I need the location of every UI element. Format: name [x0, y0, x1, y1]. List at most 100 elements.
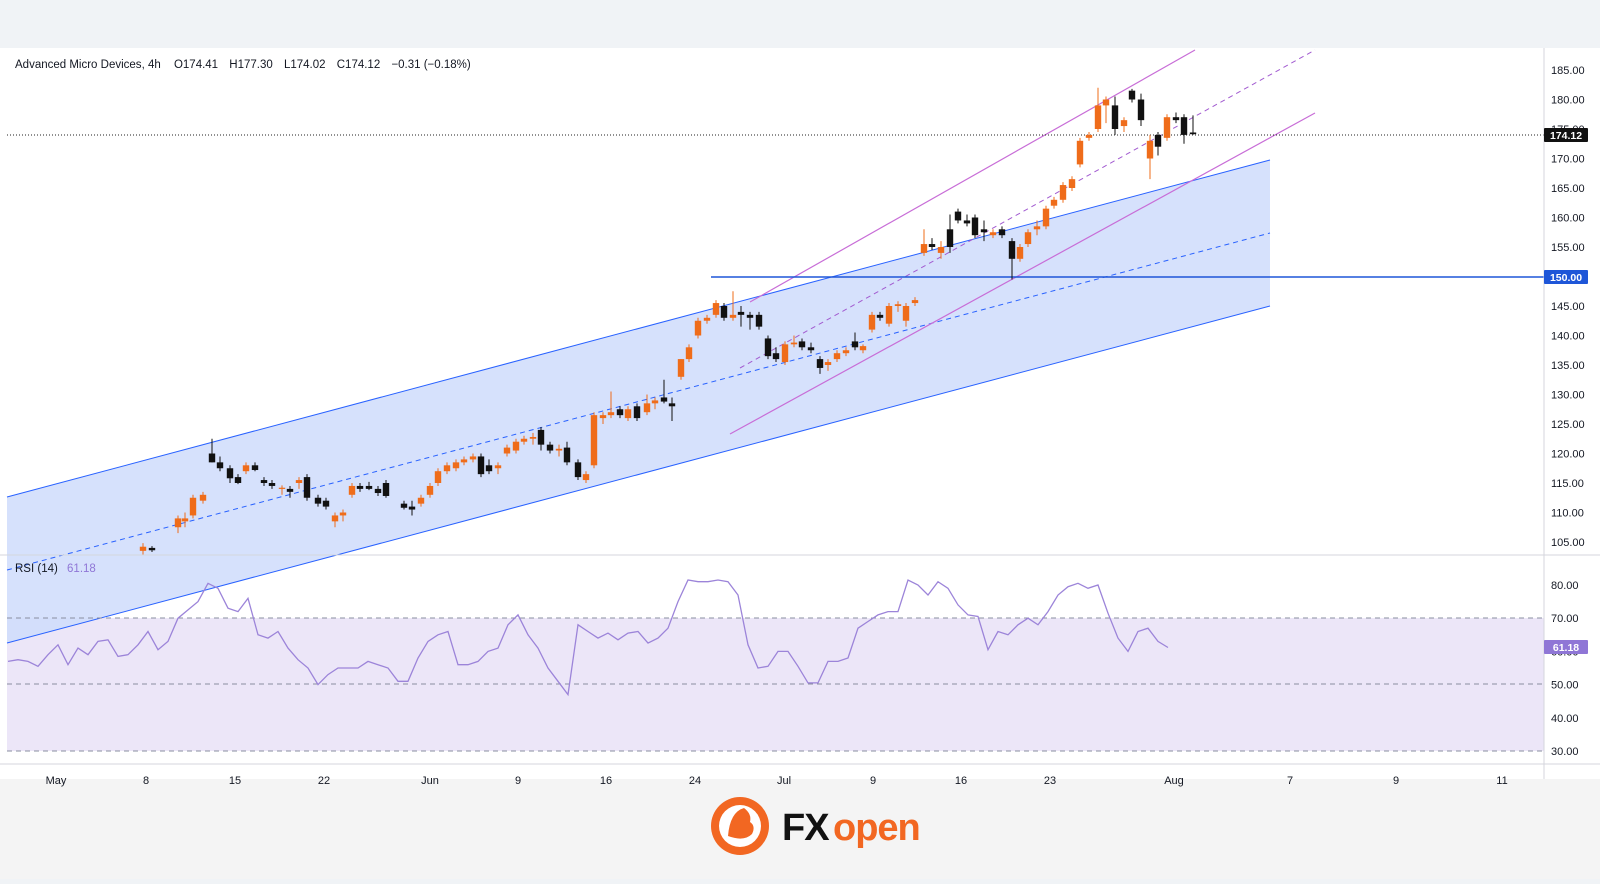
candle — [400, 500, 408, 510]
candle — [174, 515, 182, 534]
price-tick-label: 155.00 — [1551, 242, 1585, 254]
candle-body — [339, 512, 347, 516]
candle-body — [807, 347, 815, 351]
candle — [1024, 229, 1032, 247]
candle-body — [234, 477, 242, 483]
chart-legend: Advanced Micro Devices, 4h O174.41 H177.… — [15, 59, 471, 71]
candle — [833, 350, 841, 363]
candle-body — [303, 477, 311, 498]
candle — [199, 491, 207, 504]
candle — [1076, 137, 1084, 168]
candle-body — [189, 497, 197, 516]
candle-body — [937, 247, 945, 253]
candle-body — [668, 403, 676, 407]
candle — [139, 543, 147, 555]
candle-body — [998, 229, 1006, 236]
price-tick-label: 180.00 — [1551, 95, 1585, 107]
candle-body — [911, 300, 919, 304]
candle — [356, 483, 364, 492]
candle — [633, 403, 641, 422]
candle — [798, 338, 806, 351]
candle-body — [469, 456, 477, 460]
candle — [807, 342, 815, 354]
candle — [1094, 87, 1102, 132]
candle-body — [331, 515, 339, 522]
candle — [469, 453, 477, 463]
candle — [278, 485, 286, 495]
candle-body — [1146, 140, 1154, 159]
rsi-tick-label: 70.00 — [1551, 613, 1579, 625]
candle — [712, 300, 720, 318]
candle — [1016, 244, 1024, 262]
candle-body — [260, 480, 268, 483]
candle — [851, 332, 859, 351]
candle-body — [902, 306, 910, 321]
candle — [268, 480, 276, 489]
price-tick-label: 130.00 — [1551, 390, 1585, 402]
blue-channel-upper — [6, 159, 1271, 498]
price-tick-label: 120.00 — [1551, 449, 1585, 461]
candle-body — [434, 471, 442, 483]
candle-body — [226, 468, 234, 479]
candle — [971, 214, 979, 239]
candle-body — [989, 232, 997, 236]
candle — [242, 462, 250, 475]
candle-body — [1137, 99, 1145, 121]
candle — [876, 311, 884, 321]
time-tick-label: 16 — [600, 775, 612, 787]
candle-body — [452, 462, 460, 469]
rsi-line — [7, 579, 1169, 697]
candle — [434, 468, 442, 486]
candle — [816, 356, 824, 374]
rsi-tick-label: 30.00 — [1551, 746, 1579, 758]
candle-body — [251, 465, 259, 471]
candles-layer — [139, 87, 1197, 555]
candle — [295, 477, 303, 489]
candle-body — [1172, 117, 1180, 121]
candle-body — [1111, 105, 1119, 129]
price-tick-label: 105.00 — [1551, 537, 1585, 549]
candle-body — [460, 459, 468, 463]
candle — [251, 462, 259, 472]
purple-channel-upper — [749, 49, 1196, 303]
candle-body — [555, 448, 563, 451]
candle-body — [928, 244, 936, 247]
candle — [1042, 205, 1050, 230]
price-tick-label: 185.00 — [1551, 65, 1585, 77]
candle-body — [885, 306, 893, 324]
candle — [599, 412, 607, 424]
candle-body — [1024, 232, 1032, 245]
candle-body — [537, 429, 545, 445]
level-price-tag: 150.00 — [1550, 272, 1582, 284]
candle-body — [546, 444, 554, 451]
candle — [1146, 134, 1154, 180]
candle-body — [685, 347, 693, 360]
price-tick-label: 170.00 — [1551, 154, 1585, 166]
rsi-period: (14) — [37, 563, 58, 575]
candle — [1102, 96, 1110, 124]
candle — [443, 462, 451, 475]
price-tick-label: 115.00 — [1551, 478, 1584, 490]
candle-body — [954, 211, 962, 221]
rsi-legend-value: 61.18 — [67, 563, 96, 575]
candle — [408, 500, 416, 516]
candle — [902, 303, 910, 327]
symbol-name: Advanced Micro Devices — [15, 59, 142, 71]
candle-body — [1008, 241, 1016, 259]
level-price-tag-bg — [1544, 270, 1588, 284]
candle-body — [199, 494, 207, 501]
rsi-legend: RSI (14) 61.18 — [15, 563, 96, 575]
time-tick-label: 9 — [515, 775, 521, 787]
candle — [1180, 114, 1188, 144]
candle-body — [633, 406, 641, 419]
candle — [460, 456, 468, 466]
candle — [720, 303, 728, 321]
price-tick-label: 160.00 — [1551, 213, 1585, 225]
candle — [624, 406, 632, 422]
candle-body — [278, 487, 286, 489]
candle — [331, 512, 339, 528]
candle-body — [563, 447, 571, 463]
candle — [963, 214, 971, 227]
candle-body — [295, 480, 303, 483]
